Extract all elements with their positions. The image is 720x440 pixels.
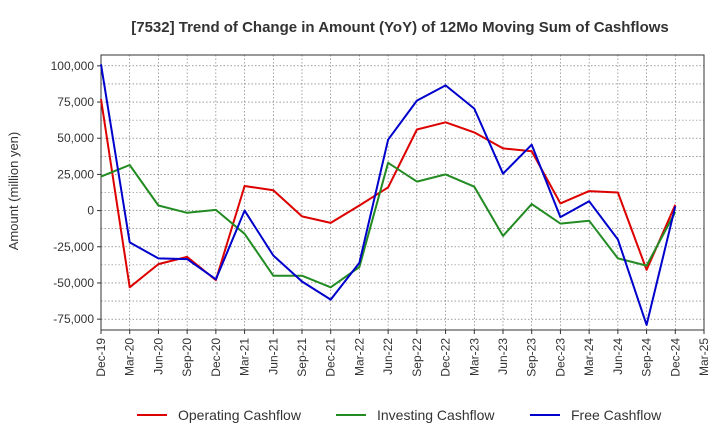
x-tick-label: Sep-24 [640, 338, 654, 377]
x-tick-label: Dec-21 [324, 338, 338, 377]
legend-label-investing-cashflow: Investing Cashflow [377, 407, 495, 423]
legend-label-free-cashflow: Free Cashflow [571, 407, 662, 423]
x-tick-label: Mar-22 [352, 338, 366, 376]
x-tick-label: Jun-24 [611, 338, 625, 375]
x-tick-label: Mar-24 [582, 338, 596, 376]
x-tick-label: Mar-25 [697, 338, 711, 376]
series-line-free-cashflow [100, 64, 677, 326]
x-tick-label: Sep-22 [410, 338, 424, 377]
x-tick-label: Jun-21 [266, 338, 280, 375]
x-tick-label: Dec-19 [94, 338, 108, 377]
plot-border [100, 54, 705, 331]
x-tick-label: Dec-23 [553, 338, 567, 377]
x-tick-label: Sep-20 [180, 338, 194, 377]
y-tick-label: -50,000 [53, 276, 94, 290]
y-tick-label: 25,000 [57, 167, 94, 181]
y-tick-label: 50,000 [57, 131, 94, 145]
y-tick-label: -25,000 [53, 240, 94, 254]
x-tick-label: Mar-23 [467, 338, 481, 376]
x-tick-label: Sep-21 [295, 338, 309, 377]
y-tick-label: 0 [87, 204, 94, 218]
y-tick-label: -75,000 [53, 312, 94, 326]
chart-title: [7532] Trend of Change in Amount (YoY) o… [131, 19, 669, 36]
x-tick-label: Jun-20 [151, 338, 165, 375]
y-tick-label: 75,000 [57, 95, 94, 109]
y-axis-label: Amount (million yen) [6, 132, 21, 251]
x-tick-label: Mar-21 [238, 338, 252, 376]
x-tick-label: Jun-23 [496, 338, 510, 375]
x-tick-label: Jun-22 [381, 338, 395, 375]
x-tick-label: Mar-20 [123, 338, 137, 376]
series-lines [100, 64, 677, 326]
x-tick-label: Dec-24 [668, 338, 682, 377]
x-tick-label: Dec-20 [209, 338, 223, 377]
y-axis-ticks: -75,000 -50,000 -25,000 0 25,000 50,000 75,000… [51, 59, 101, 326]
x-tick-label: Sep-23 [525, 338, 539, 377]
legend-label-operating-cashflow: Operating Cashflow [178, 407, 302, 423]
x-axis-ticks: Dec-19 Mar-20 Jun-20 Sep-20 Dec-20 Mar-21 Jun-… [94, 330, 711, 377]
y-tick-label: 100,000 [51, 59, 95, 73]
series-line-investing-cashflow [100, 161, 677, 289]
plot-frame [100, 54, 705, 331]
legend: Operating Cashflow Investing Cashflow Free… [137, 407, 662, 423]
x-tick-label: Dec-22 [439, 338, 453, 377]
